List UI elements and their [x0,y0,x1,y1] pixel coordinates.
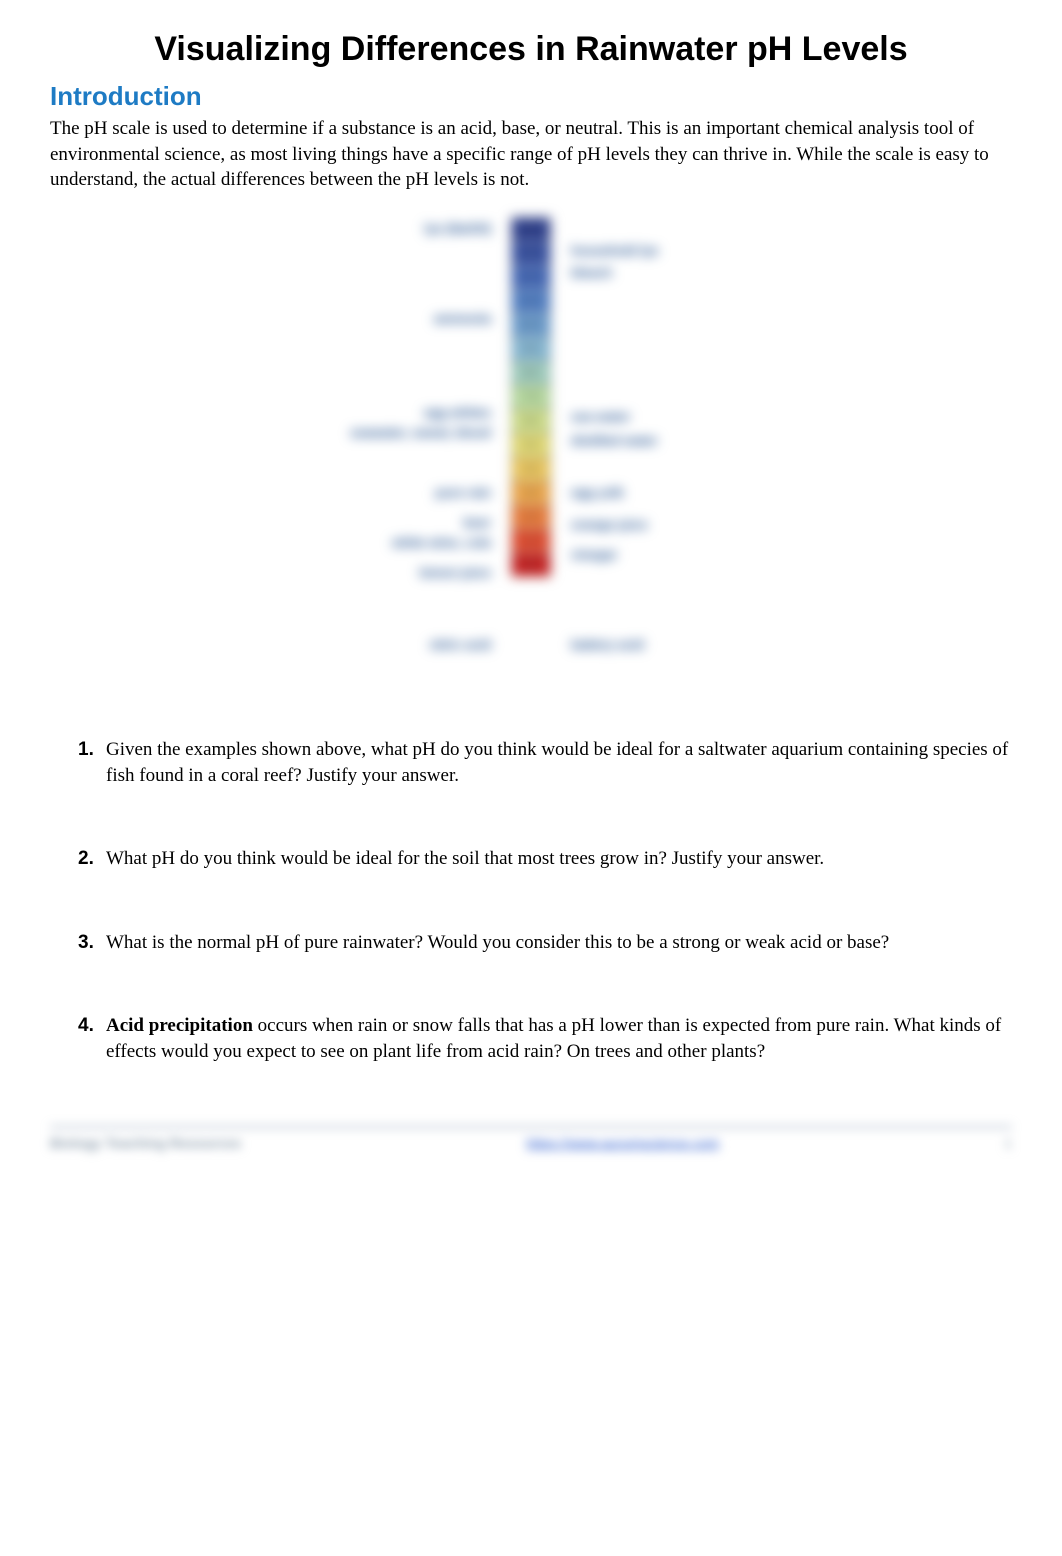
ph-label-right: household lye [571,243,658,258]
page-title: Visualizing Differences in Rainwater pH … [50,30,1012,69]
ph-scale-cell: 1.0 [511,529,551,553]
question-text: Acid precipitation occurs when rain or s… [106,1013,1012,1064]
ph-scale-cell: 6.0 [511,409,551,433]
ph-scale-cell: 13.0 [511,241,551,265]
ph-label-left: nitric acid [430,637,491,652]
question-number: 3. [78,930,106,956]
question-item: 1.Given the examples shown above, what p… [78,737,1012,788]
ph-chart-container: 14.013.012.011.010.09.08.07.06.05.04.03.… [50,217,1012,697]
ph-label-right: sea water [571,409,630,424]
page-footer: Biology Teaching Resources https://www.a… [50,1125,1012,1151]
ph-label-left: white wine, cola [392,535,491,550]
ph-scale-cell: 2.0 [511,505,551,529]
footer-left-text: Biology Teaching Resources [50,1135,241,1151]
ph-label-left: beer [464,515,491,530]
ph-scale-cell: 14.0 [511,217,551,241]
ph-label-right: egg yolk [571,485,624,500]
ph-label-left: pure rain [435,485,491,500]
ph-scale-column: 14.013.012.011.010.09.08.07.06.05.04.03.… [511,217,551,577]
section-heading: Introduction [50,81,1012,112]
questions-list: 1.Given the examples shown above, what p… [78,737,1012,1065]
ph-scale-cell: 5.0 [511,433,551,457]
ph-label-left: ammonia [434,311,491,326]
ph-label-right: distilled water [571,433,658,448]
ph-label-right: vinegar [571,547,617,562]
ph-scale-cell: 0.0 [511,553,551,577]
ph-label-left: seawater, sweat, blood [350,425,491,440]
question-text: Given the examples shown above, what pH … [106,737,1012,788]
ph-scale-cell: 12.0 [511,265,551,289]
ph-scale-cell: 3.0 [511,481,551,505]
question-number: 1. [78,737,106,788]
ph-scale-cell: 9.0 [511,337,551,361]
footer-page-number: 1 [1004,1135,1012,1151]
ph-scale-cell: 8.0 [511,361,551,385]
ph-scale-cell: 10.0 [511,313,551,337]
ph-label-left: lye (NaOH) [425,221,491,236]
footer-link: https://www.aurumscience.com [526,1135,719,1151]
question-number: 2. [78,846,106,872]
question-item: 4.Acid precipitation occurs when rain or… [78,1013,1012,1064]
question-text: What is the normal pH of pure rainwater?… [106,930,1012,956]
question-number: 4. [78,1013,106,1064]
question-text: What pH do you think would be ideal for … [106,846,1012,872]
ph-label-left: lemon juice [419,565,491,580]
question-item: 3.What is the normal pH of pure rainwate… [78,930,1012,956]
ph-label-right: bleach [571,265,612,280]
ph-scale-cell: 4.0 [511,457,551,481]
ph-label-left: egg whites [424,405,491,420]
ph-scale-cell: 11.0 [511,289,551,313]
ph-label-right: battery acid [571,637,644,652]
question-item: 2.What pH do you think would be ideal fo… [78,846,1012,872]
ph-label-right: orange juice [571,517,648,532]
intro-paragraph: The pH scale is used to determine if a s… [50,116,1012,193]
ph-chart: 14.013.012.011.010.09.08.07.06.05.04.03.… [271,217,791,697]
ph-scale-cell: 7.0 [511,385,551,409]
